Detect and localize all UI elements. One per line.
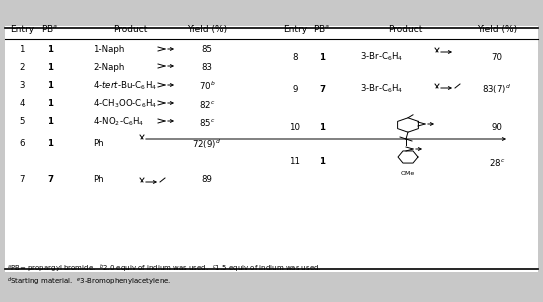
Text: OMe: OMe — [401, 171, 415, 176]
Text: $^a$PB= propargyl bromide.  $^b$2.0 equiv of indium was used.  $^c$1.5 equiv of : $^a$PB= propargyl bromide. $^b$2.0 equiv… — [7, 263, 321, 275]
Text: $^d$Starting material.  $^e$3-Bromophenylacetylene.: $^d$Starting material. $^e$3-Bromophenyl… — [7, 276, 171, 288]
Text: 70$^b$: 70$^b$ — [199, 80, 215, 92]
Text: 83: 83 — [201, 63, 212, 72]
Text: 1: 1 — [47, 63, 53, 72]
Text: 85$^c$: 85$^c$ — [199, 117, 215, 127]
Text: 8: 8 — [292, 53, 298, 62]
Text: 4-$\it{tert}$-Bu-C$_6$H$_4$: 4-$\it{tert}$-Bu-C$_6$H$_4$ — [93, 80, 157, 92]
Text: 3-Br-C$_6$H$_4$: 3-Br-C$_6$H$_4$ — [360, 51, 403, 63]
Text: 3-Br-C$_6$H$_4$: 3-Br-C$_6$H$_4$ — [360, 83, 403, 95]
Text: 85: 85 — [201, 46, 212, 54]
Text: Ph: Ph — [93, 175, 104, 185]
Text: 72(9)$^d$: 72(9)$^d$ — [192, 137, 222, 151]
Text: PB$^a$: PB$^a$ — [41, 23, 59, 34]
Text: 70: 70 — [491, 53, 502, 62]
Text: Entry: Entry — [283, 25, 307, 34]
Text: Product: Product — [388, 25, 422, 34]
Text: 1: 1 — [47, 117, 53, 127]
Text: 1: 1 — [47, 82, 53, 91]
Text: Ph: Ph — [93, 140, 104, 149]
Text: 1: 1 — [319, 123, 325, 131]
Text: 1: 1 — [47, 46, 53, 54]
Text: 7: 7 — [19, 175, 25, 185]
Text: 11: 11 — [289, 158, 300, 166]
Text: Entry: Entry — [10, 25, 34, 34]
Text: 83(7)$^d$: 83(7)$^d$ — [482, 82, 512, 96]
Text: 7: 7 — [319, 85, 325, 94]
Text: 1-Naph: 1-Naph — [93, 46, 124, 54]
Text: 1: 1 — [19, 46, 25, 54]
Text: 1: 1 — [319, 158, 325, 166]
Text: 5: 5 — [19, 117, 25, 127]
Text: Yield (%): Yield (%) — [187, 25, 227, 34]
Text: 28$^c$: 28$^c$ — [489, 156, 505, 168]
Text: 1: 1 — [319, 53, 325, 62]
Text: Yield (%): Yield (%) — [477, 25, 517, 34]
Text: 10: 10 — [289, 123, 300, 131]
Text: 4-CH$_3$OO-C$_6$H$_4$: 4-CH$_3$OO-C$_6$H$_4$ — [93, 98, 157, 110]
Text: 1: 1 — [47, 99, 53, 108]
Text: Product: Product — [113, 25, 147, 34]
Text: 4-NO$_2$-C$_6$H$_4$: 4-NO$_2$-C$_6$H$_4$ — [93, 116, 144, 128]
Text: 4: 4 — [19, 99, 25, 108]
Text: 6: 6 — [19, 140, 25, 149]
Text: 89: 89 — [201, 175, 212, 185]
Text: 7: 7 — [47, 175, 53, 185]
Text: 2-Naph: 2-Naph — [93, 63, 124, 72]
Text: PB$^a$: PB$^a$ — [313, 23, 331, 34]
Text: 90: 90 — [491, 123, 502, 131]
Bar — [5, 26, 538, 272]
Text: 2: 2 — [19, 63, 25, 72]
Text: 9: 9 — [292, 85, 298, 94]
Text: 3: 3 — [19, 82, 25, 91]
Text: 1: 1 — [47, 140, 53, 149]
Text: 82$^c$: 82$^c$ — [199, 98, 215, 110]
